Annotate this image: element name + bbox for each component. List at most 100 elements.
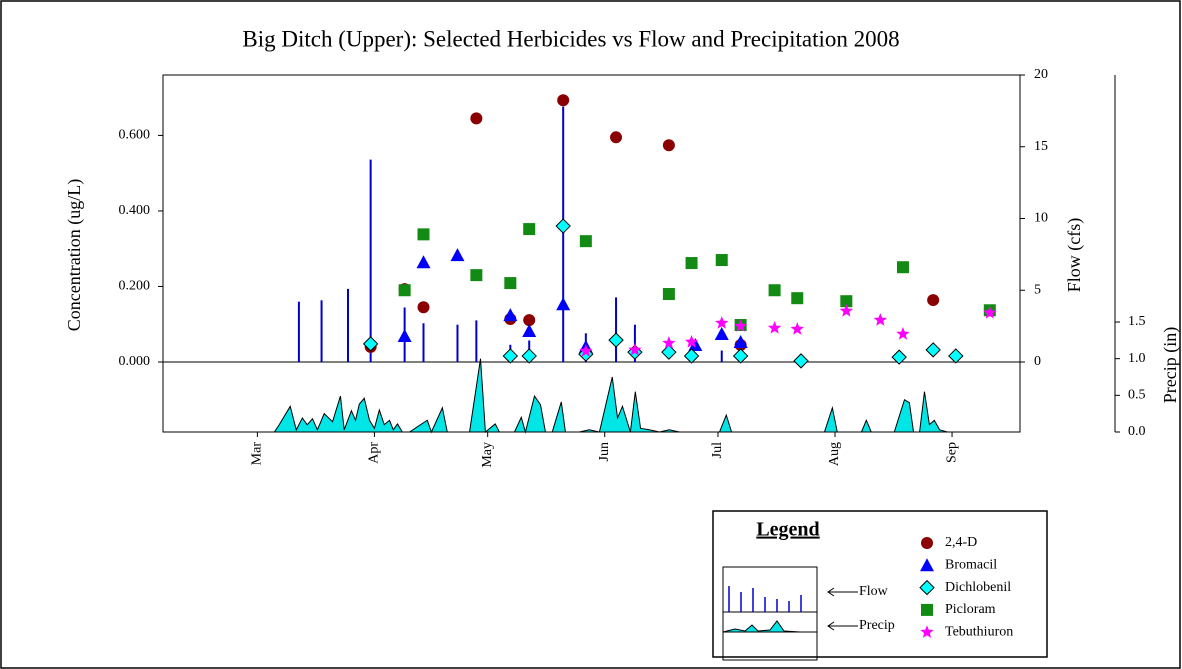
x-tick-label: May xyxy=(480,442,495,468)
legend-title: Legend xyxy=(756,519,819,541)
y3-axis-label: Precip (in) xyxy=(1160,327,1181,403)
y-tick-label: 0.400 xyxy=(119,203,151,218)
marker xyxy=(715,254,728,267)
legend-label: Precip xyxy=(859,618,895,633)
marker xyxy=(557,94,570,107)
legend-label: Flow xyxy=(859,584,889,599)
marker xyxy=(417,228,430,241)
y2-tick-label: 5 xyxy=(1034,282,1041,297)
legend-marker xyxy=(920,558,934,572)
y2-tick-label: 15 xyxy=(1034,139,1048,154)
marker xyxy=(610,131,623,144)
legend-marker xyxy=(921,537,933,549)
y-tick-label: 0.000 xyxy=(119,354,151,369)
marker xyxy=(925,342,941,358)
y3-tick-label: 1.0 xyxy=(1128,351,1146,366)
marker xyxy=(948,348,964,364)
marker xyxy=(662,139,675,152)
marker xyxy=(416,255,431,269)
marker xyxy=(502,348,519,364)
marker xyxy=(608,332,624,348)
y-axis-label: Concentration (ug/L) xyxy=(64,179,85,331)
y3-tick-label: 0.5 xyxy=(1128,388,1146,403)
x-tick-label: Mar xyxy=(250,442,265,466)
marker xyxy=(927,294,940,307)
marker xyxy=(662,336,676,349)
legend-label: Tebuthiuron xyxy=(945,624,1013,639)
plot-frame xyxy=(162,74,1021,433)
x-tick-label: Jul xyxy=(710,442,725,458)
marker xyxy=(504,277,517,290)
marker xyxy=(688,338,703,352)
marker xyxy=(891,349,907,365)
legend-mini-frame xyxy=(722,566,818,661)
points-layer xyxy=(362,94,997,369)
precip-area xyxy=(163,358,1020,434)
marker xyxy=(714,327,729,341)
legend-label: Dichlobenil xyxy=(945,580,1011,595)
legend-label: Picloram xyxy=(945,602,996,617)
marker xyxy=(397,328,412,342)
marker xyxy=(896,327,910,340)
marker xyxy=(873,313,887,326)
legend-arrows xyxy=(827,587,858,631)
chart-title: Big Ditch (Upper): Selected Herbicides v… xyxy=(242,26,899,51)
marker xyxy=(523,223,536,236)
marker xyxy=(521,348,537,364)
marker xyxy=(839,304,853,317)
marker xyxy=(732,348,749,364)
legend-mini-precip xyxy=(722,620,817,633)
x-tick-label: Aug xyxy=(827,442,842,466)
y2-axis-label: Flow (cfs) xyxy=(1064,218,1085,293)
marker xyxy=(896,261,909,274)
flow-layer xyxy=(297,106,723,362)
marker xyxy=(522,324,537,338)
y3-tick-label: 1.5 xyxy=(1128,314,1146,329)
legend-label: 2,4-D xyxy=(945,535,977,550)
marker xyxy=(417,301,430,314)
marker xyxy=(733,319,748,332)
marker xyxy=(628,342,642,356)
marker xyxy=(662,288,675,301)
marker xyxy=(685,257,698,270)
legend-illustration xyxy=(722,566,858,661)
y2-tick-label: 20 xyxy=(1034,67,1048,82)
y2-tick-label: 10 xyxy=(1034,211,1048,226)
marker xyxy=(579,344,593,357)
y3-tick-label: 0.0 xyxy=(1128,424,1146,439)
marker xyxy=(579,235,592,248)
legend-mini-flow xyxy=(728,586,802,612)
marker xyxy=(733,334,748,348)
marker xyxy=(684,334,699,348)
marker xyxy=(470,269,483,282)
legend-marker xyxy=(920,625,934,638)
y-tick-label: 0.200 xyxy=(119,279,151,294)
marker xyxy=(790,322,804,335)
marker xyxy=(523,314,536,327)
marker xyxy=(450,248,465,262)
marker xyxy=(555,218,571,234)
x-tick-label: Sep xyxy=(944,442,959,463)
x-tick-label: Jun xyxy=(597,442,612,461)
marker xyxy=(556,297,571,311)
marker xyxy=(715,316,729,329)
marker xyxy=(983,305,997,319)
y-tick-label: 0.600 xyxy=(119,128,151,143)
marker xyxy=(768,284,781,297)
legend-marker xyxy=(919,579,935,596)
marker xyxy=(362,336,379,352)
marker xyxy=(503,308,518,322)
x-tick-label: Apr xyxy=(367,442,382,464)
marker xyxy=(793,353,809,369)
legend-box xyxy=(712,510,1048,658)
marker xyxy=(683,348,700,364)
marker xyxy=(840,295,853,308)
legend-marker xyxy=(921,603,933,616)
y2-tick-label: 0 xyxy=(1034,354,1041,369)
marker xyxy=(791,292,804,305)
marker xyxy=(398,284,411,297)
marker xyxy=(661,344,677,360)
legend-label: Bromacil xyxy=(945,558,997,573)
